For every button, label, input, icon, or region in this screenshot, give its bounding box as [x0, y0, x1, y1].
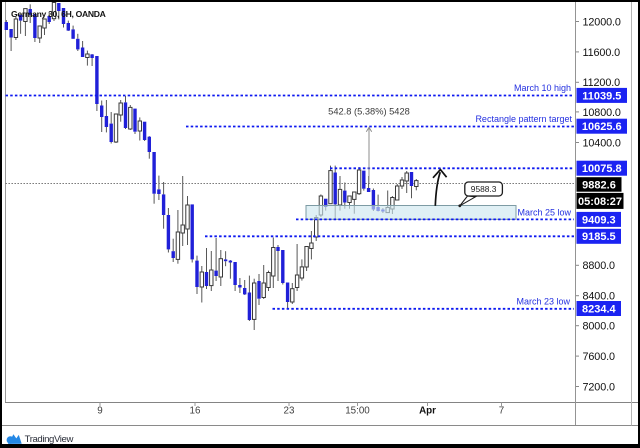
svg-text:March 10 high: March 10 high: [514, 83, 571, 93]
svg-text:March 23 low: March 23 low: [516, 297, 570, 307]
svg-text:9588.3: 9588.3: [471, 184, 497, 194]
svg-text:Rectangle pattern target: Rectangle pattern target: [475, 114, 572, 124]
svg-text:11600.0: 11600.0: [583, 47, 621, 59]
svg-text:8800.0: 8800.0: [583, 260, 616, 272]
svg-text:7600.0: 7600.0: [583, 351, 616, 363]
svg-text:8000.0: 8000.0: [583, 321, 616, 333]
svg-text:8400.0: 8400.0: [583, 291, 616, 303]
svg-text:542.8 (5.38%) 5428: 542.8 (5.38%) 5428: [328, 107, 410, 117]
svg-text:10075.8: 10075.8: [582, 163, 622, 175]
svg-text:TradingView: TradingView: [25, 434, 74, 445]
svg-text:9: 9: [97, 406, 102, 417]
svg-text:23: 23: [284, 406, 295, 417]
svg-text:9882.6: 9882.6: [582, 179, 616, 191]
svg-text:Germany 30, 6H, OANDA: Germany 30, 6H, OANDA: [11, 9, 106, 19]
svg-text:10625.6: 10625.6: [582, 121, 622, 133]
svg-text:Apr: Apr: [419, 406, 436, 417]
svg-text:05:08:27: 05:08:27: [578, 196, 622, 208]
svg-text:7200.0: 7200.0: [583, 381, 616, 393]
svg-text:12000.0: 12000.0: [583, 16, 621, 28]
svg-text:March 25 low: March 25 low: [517, 208, 571, 218]
svg-text:15:00: 15:00: [345, 406, 370, 417]
svg-text:8234.4: 8234.4: [582, 303, 617, 315]
svg-text:10400.0: 10400.0: [583, 137, 621, 149]
svg-text:11200.0: 11200.0: [583, 77, 621, 89]
svg-text:16: 16: [190, 406, 201, 417]
svg-text:11039.5: 11039.5: [582, 90, 621, 102]
svg-text:9409.3: 9409.3: [582, 214, 616, 226]
svg-text:9185.5: 9185.5: [582, 231, 616, 243]
svg-text:7: 7: [499, 406, 504, 417]
svg-text:10800.0: 10800.0: [583, 107, 621, 119]
